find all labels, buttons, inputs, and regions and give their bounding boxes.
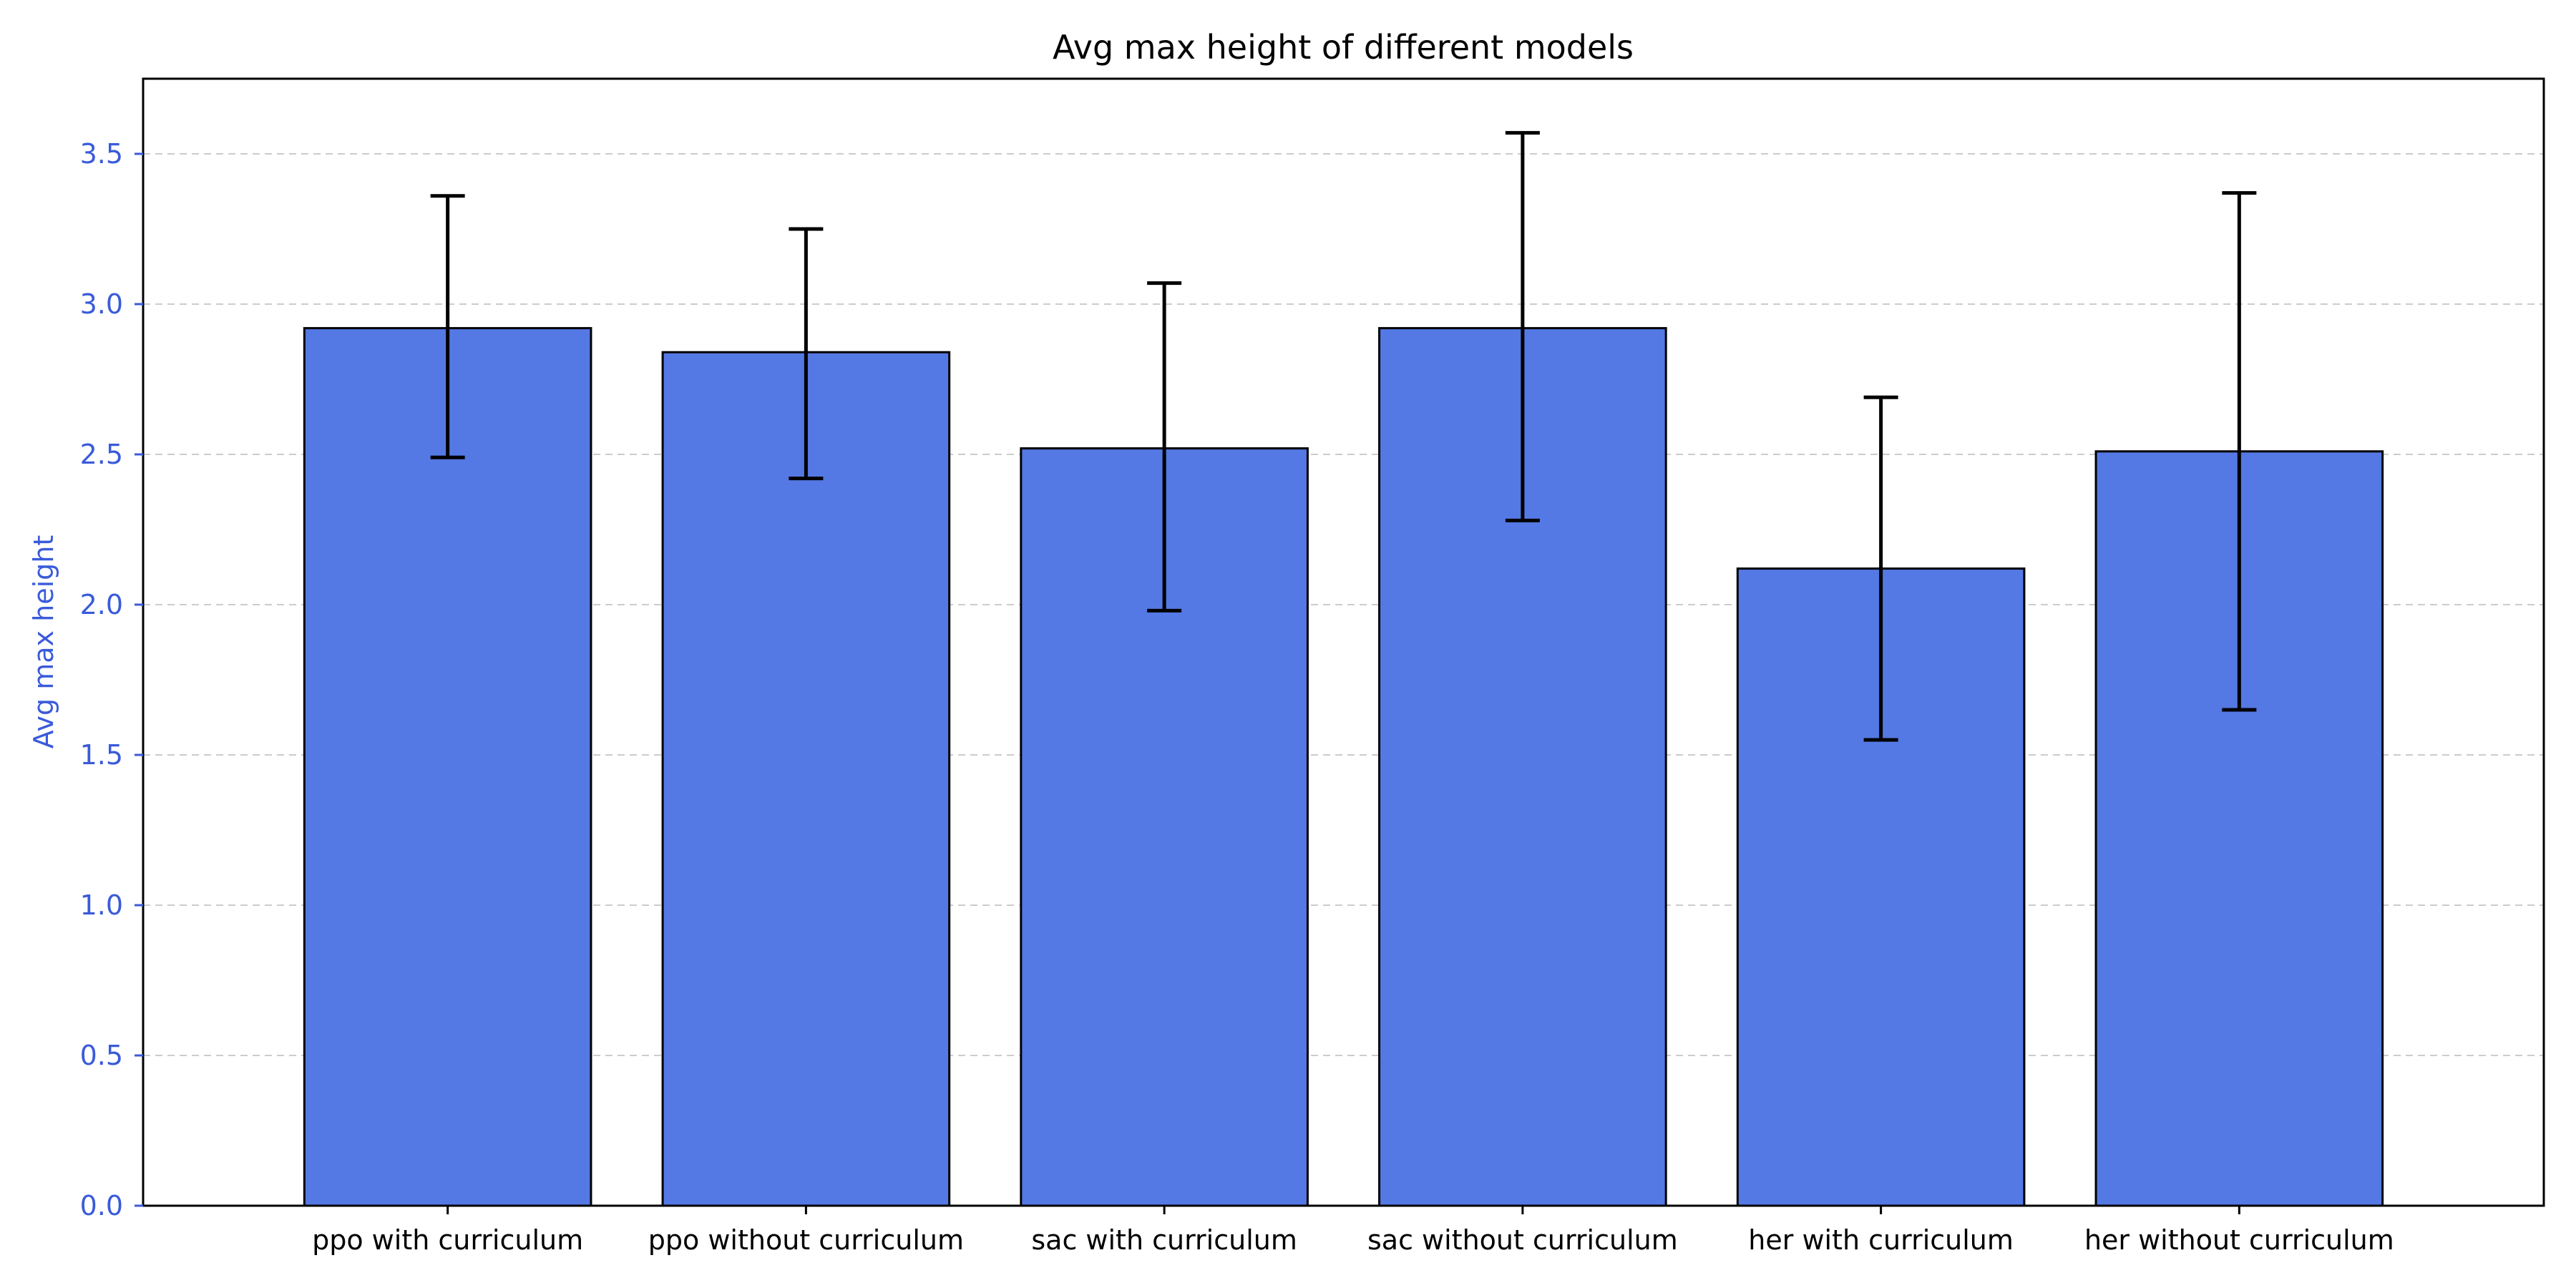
y-tick-label: 0.5 xyxy=(80,1040,123,1071)
y-axis-label: Avg max height xyxy=(28,535,59,748)
plot-frame xyxy=(142,77,2545,1207)
y-tick-label: 3.5 xyxy=(80,138,123,170)
x-tick-label: her without curriculum xyxy=(2084,1224,2394,1256)
x-tick-label: ppo with curriculum xyxy=(312,1224,583,1256)
error-bars xyxy=(430,131,2257,742)
x-tick-label: sac with curriculum xyxy=(1031,1224,1297,1256)
y-tick-label: 1.0 xyxy=(80,889,123,921)
x-tick-label: ppo without curriculum xyxy=(648,1224,964,1256)
error-bar-0 xyxy=(430,194,465,459)
bar-0 xyxy=(303,327,592,1207)
y-tick-label: 3.0 xyxy=(80,288,123,320)
bars xyxy=(303,327,2384,1207)
bar-1 xyxy=(661,351,951,1207)
error-bar-1 xyxy=(789,227,824,481)
x-tick-label: sac without curriculum xyxy=(1367,1224,1678,1256)
y-tick-label: 1.5 xyxy=(80,739,123,771)
y-axis-ticks: 0.0 0.5 1.0 1.5 2.0 2.5 3.0 3.5 xyxy=(80,138,143,1221)
chart-title: Avg max height of different models xyxy=(1053,28,1634,67)
y-tick-label: 2.0 xyxy=(80,589,123,620)
error-bar-2 xyxy=(1147,281,1182,613)
x-axis-ticks: ppo with curriculum ppo without curriculu… xyxy=(312,1206,2394,1256)
y-tick-label: 0.0 xyxy=(80,1190,123,1221)
x-tick-label: her with curriculum xyxy=(1748,1224,2014,1256)
error-bar-5 xyxy=(2222,191,2257,712)
error-bar-4 xyxy=(1863,395,1898,742)
error-bar-3 xyxy=(1505,131,1540,522)
y-tick-label: 2.5 xyxy=(80,439,123,470)
